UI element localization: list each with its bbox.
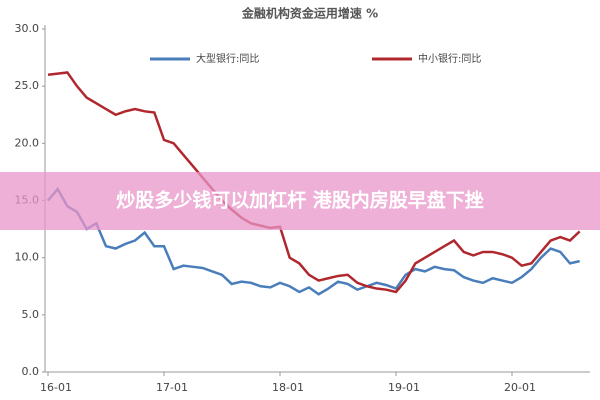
banner-band: [0, 172, 600, 230]
chart-title: 金融机构资金运用增速 %: [241, 6, 378, 21]
legend-label: 中小银行:同比: [418, 52, 481, 65]
line-series: [47, 186, 580, 296]
y-tick-label: 25.0: [15, 79, 40, 92]
x-tick-label: 18-01: [272, 381, 304, 394]
y-tick-label: 10.0: [15, 251, 40, 264]
x-tick-label: 16-01: [40, 381, 72, 394]
x-tick-label: 19-01: [388, 381, 420, 394]
x-tick-label: 17-01: [156, 381, 188, 394]
y-tick-label: 20.0: [15, 136, 40, 149]
y-tick-label: 0.0: [22, 365, 40, 378]
y-tick-label: 30.0: [15, 22, 40, 35]
banner-text: 炒股多少钱可以加杠杆 港股内房股早盘下挫: [116, 189, 484, 212]
x-tick-label: 20-01: [504, 381, 536, 394]
y-tick-label: 5.0: [22, 308, 40, 321]
line-series: [47, 71, 581, 294]
legend-label: 大型银行:同比: [196, 52, 259, 65]
